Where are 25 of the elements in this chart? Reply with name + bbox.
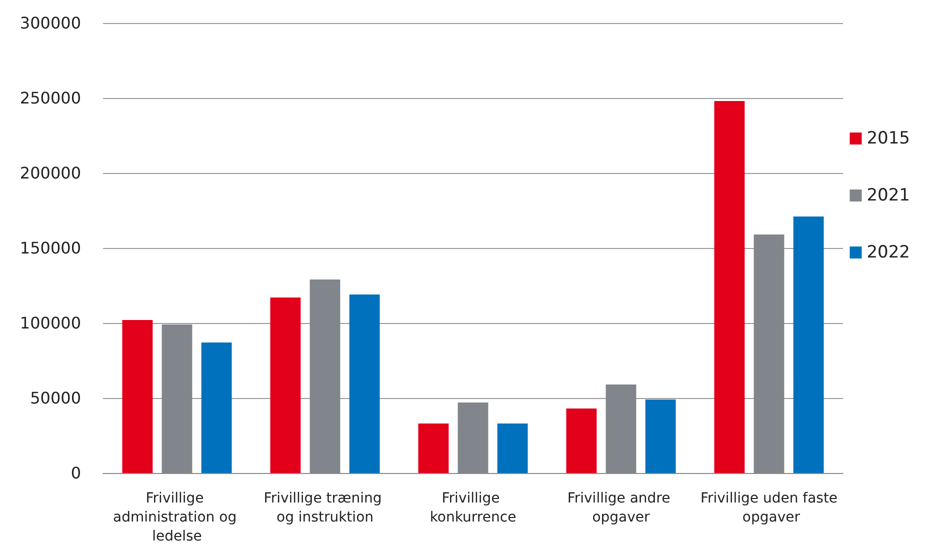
bar [793, 216, 824, 473]
bar [201, 342, 232, 473]
bar [645, 400, 676, 473]
x-tick-label: Frivillige konkurrence [430, 490, 516, 526]
x-tick-label: Frivillige administration og ledelse [112, 490, 242, 544]
y-tick-label: 50000 [30, 388, 81, 408]
x-tick-label: Frivillige træning og instruktion [264, 490, 386, 526]
y-tick-label: 100000 [20, 314, 81, 332]
y-tick-label: 250000 [20, 88, 81, 108]
y-tick-label: 200000 [20, 164, 81, 182]
bar [122, 320, 153, 473]
legend-label: 2022 [866, 242, 910, 262]
y-tick-label: 0 [70, 464, 81, 482]
bar [566, 408, 597, 473]
x-tick-label: Frivillige andre opgaver [567, 490, 675, 526]
legend-label: 2015 [866, 128, 910, 148]
bar [270, 298, 301, 473]
bar [418, 424, 449, 473]
bar [349, 294, 380, 473]
bar [497, 424, 528, 473]
x-tick-label: Frivillige uden faste opgaver [700, 490, 838, 526]
y-tick-label: 300000 [20, 14, 81, 32]
bar [714, 101, 745, 473]
legend-label: 2021 [866, 186, 910, 206]
y-tick-label: 150000 [20, 238, 81, 258]
